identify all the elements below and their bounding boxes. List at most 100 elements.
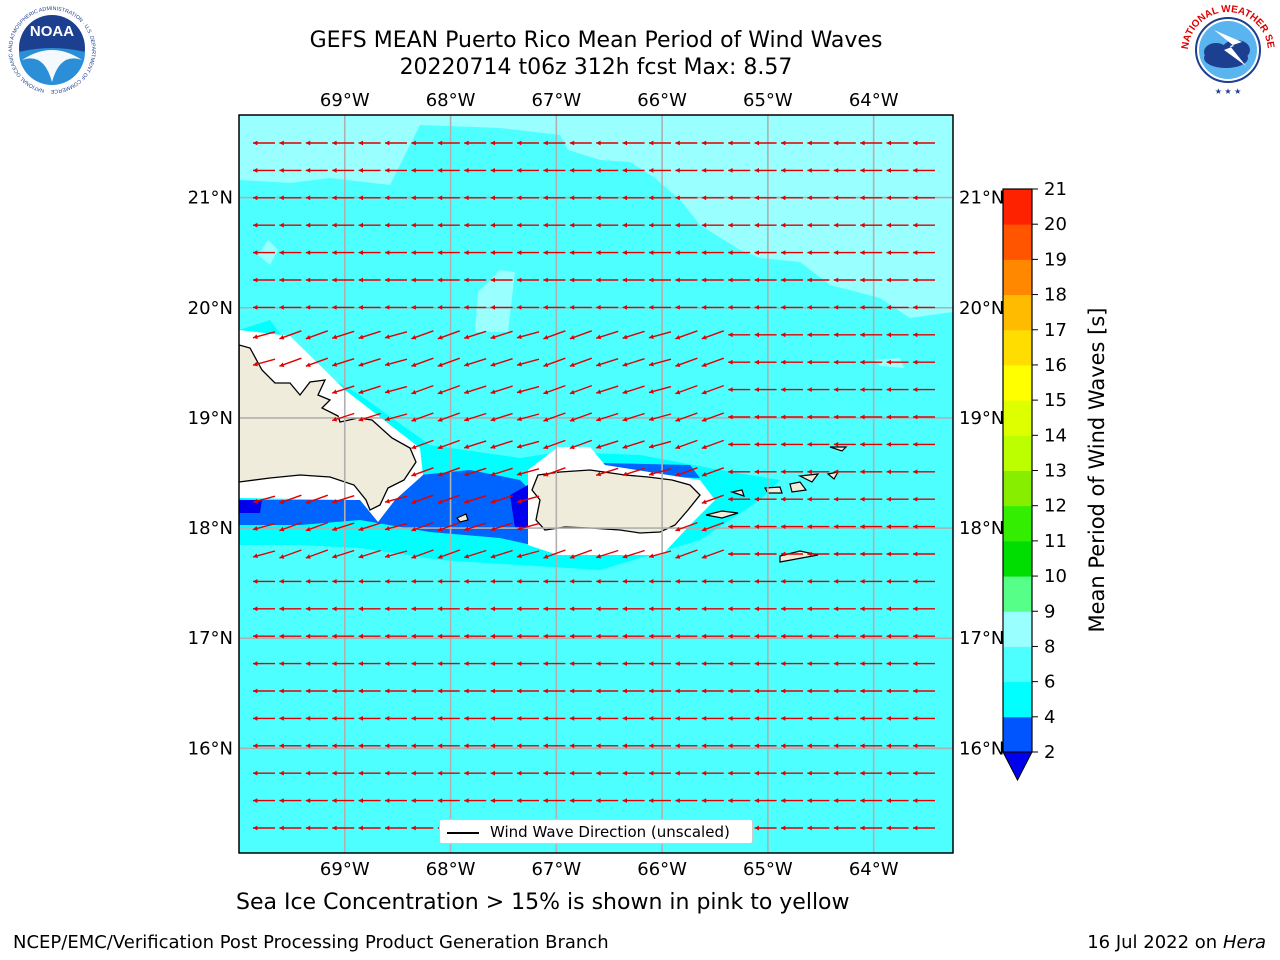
wave-arrow-head xyxy=(807,688,812,694)
wave-arrow-head xyxy=(701,362,707,367)
wave-arrow-head xyxy=(332,633,337,639)
colorbar-tick-label: 4 xyxy=(1044,707,1055,728)
wave-arrow-head xyxy=(332,389,338,395)
wave-arrow-head xyxy=(728,770,733,776)
wave-arrow-head xyxy=(622,362,628,367)
wave-arrow-head xyxy=(517,553,522,559)
wave-arrow-head xyxy=(649,770,654,776)
wave-arrow-head xyxy=(305,250,311,255)
wave-arrow-head xyxy=(728,798,733,803)
colorbar-under-triangle xyxy=(1002,751,1033,782)
wave-arrow-head xyxy=(622,277,627,283)
colorbar-segment xyxy=(1003,611,1032,647)
wave-arrow-head xyxy=(490,362,496,367)
wave-arrow-head xyxy=(569,140,575,146)
wave-arrow-head xyxy=(913,277,918,283)
wave-arrow-head xyxy=(701,250,707,255)
wave-arrow-head xyxy=(305,335,311,340)
wave-arrow-head xyxy=(754,825,759,831)
wave-arrow-head xyxy=(701,661,707,666)
lat-tick-label-right: 21°N xyxy=(959,188,1004,209)
wave-arrow-head xyxy=(833,250,839,255)
wave-arrow-head xyxy=(649,798,654,803)
wave-arrow-head xyxy=(437,195,443,201)
colorbar-segment xyxy=(1003,681,1032,718)
wave-arrow-head xyxy=(833,442,839,447)
lat-tick-label-left: 19°N xyxy=(188,408,233,429)
wave-arrow-head xyxy=(913,469,918,475)
wave-arrow-head xyxy=(464,250,469,255)
wave-arrow-head xyxy=(490,606,495,612)
colorbar-segment xyxy=(1003,646,1032,683)
wave-arrow-head xyxy=(675,305,680,310)
wave-arrow-head xyxy=(305,606,311,612)
wave-arrow-head xyxy=(675,444,681,450)
wave-arrow-head xyxy=(596,770,601,776)
lat-tick-label-left: 20°N xyxy=(188,298,233,319)
wave-arrow-head xyxy=(833,332,839,338)
wave-arrow-head xyxy=(754,222,759,228)
wave-arrow-head xyxy=(358,277,363,283)
colorbar-tick-label: 9 xyxy=(1044,601,1055,622)
island-vieques xyxy=(705,510,739,519)
island-virgin-gorda xyxy=(826,471,840,480)
wave-arrow-head xyxy=(728,277,733,283)
wave-arrow-head xyxy=(649,305,654,310)
wave-arrow-head xyxy=(385,798,390,803)
colorbar-segment xyxy=(1003,470,1032,507)
wave-arrow-head xyxy=(701,335,707,340)
wave-arrow-head xyxy=(358,798,363,803)
wave-arrow-head xyxy=(675,688,680,694)
wave-arrow-head xyxy=(411,661,416,666)
wave-arrow-head xyxy=(358,305,363,310)
wave-arrow-head xyxy=(622,389,628,395)
wave-arrow-head xyxy=(358,661,363,666)
colorbar-tick-label: 17 xyxy=(1044,320,1067,341)
wave-arrow-head xyxy=(886,716,891,721)
wave-arrow-head xyxy=(754,277,759,283)
wave-arrow-head xyxy=(385,770,390,776)
wave-arrow-head xyxy=(728,414,733,420)
wave-arrow-head xyxy=(517,606,522,612)
wave-arrow-head xyxy=(517,222,522,228)
wave-arrow-head xyxy=(437,606,443,612)
wave-arrow-head xyxy=(543,444,549,450)
wave-arrow-head xyxy=(305,716,311,721)
lon-tick-label-top: 64°W xyxy=(849,90,899,111)
wave-arrow-head xyxy=(437,277,443,283)
wave-arrow-head xyxy=(437,472,443,477)
wave-arrow-head xyxy=(517,277,522,283)
wave-arrow-head xyxy=(913,743,918,749)
wave-arrow-head xyxy=(728,195,733,201)
wave-arrow-head xyxy=(543,554,549,559)
wave-arrow-head xyxy=(781,250,786,255)
wave-arrow-head xyxy=(596,168,601,173)
wave-arrow-head xyxy=(358,770,363,776)
wave-arrow-head xyxy=(464,334,470,340)
wave-arrow-head xyxy=(701,195,707,201)
wave-arrow-head xyxy=(596,334,602,340)
wave-arrow-head xyxy=(701,770,707,776)
wave-arrow-head xyxy=(701,743,707,749)
wave-arrow-head xyxy=(807,524,812,529)
wave-arrow-head xyxy=(833,277,839,283)
wave-arrow-head xyxy=(305,140,311,146)
wave-arrow-head xyxy=(728,332,733,338)
wave-arrow-head xyxy=(754,716,759,721)
wave-arrow-head xyxy=(807,332,812,338)
wave-arrow-head xyxy=(358,825,363,831)
wave-arrow-head xyxy=(596,716,601,721)
wave-arrow-head xyxy=(833,770,839,776)
lon-tick-label-top: 66°W xyxy=(637,90,687,111)
wave-arrow-head xyxy=(385,825,390,831)
noaa-logo-text: NOAA xyxy=(30,23,74,40)
wave-arrow-head xyxy=(886,496,891,502)
lon-tick-label-top: 65°W xyxy=(743,90,793,111)
wave-arrow-head xyxy=(332,305,337,310)
wave-arrow-head xyxy=(886,332,891,338)
wave-arrow-head xyxy=(860,305,865,310)
wave-arrow-head xyxy=(385,168,390,173)
wave-arrow-head xyxy=(675,335,681,340)
wave-arrow-head xyxy=(596,743,601,749)
wave-arrow-head xyxy=(464,389,470,395)
